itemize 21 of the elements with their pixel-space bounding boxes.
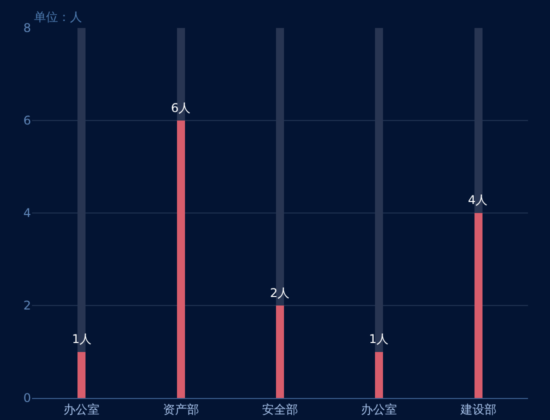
bar <box>276 306 284 398</box>
bar <box>375 352 384 398</box>
text: 单位：人 <box>34 10 82 24</box>
y-tick-label: 4 <box>23 206 31 220</box>
bar <box>474 213 482 398</box>
data-label: 4人 <box>468 193 488 207</box>
x-tick-label: 建设部 <box>459 402 496 416</box>
y-tick-label: 0 <box>23 391 31 406</box>
bar <box>78 352 86 398</box>
data-label: 1人 <box>72 332 92 346</box>
x-tick-label: 办公室 <box>64 402 100 416</box>
bar <box>176 120 185 398</box>
data-label: 1人 <box>369 332 389 346</box>
y-tick-label: 2 <box>23 298 31 313</box>
x-tick-label: 安全部 <box>262 402 298 416</box>
data-label: 2人 <box>270 286 290 300</box>
x-tick-label: 资产部 <box>162 402 199 416</box>
y-tick-label: 8 <box>23 21 31 36</box>
x-tick-label: 办公室 <box>361 402 398 416</box>
y-tick-label: 6 <box>23 114 31 128</box>
data-label: 6人 <box>171 101 191 115</box>
